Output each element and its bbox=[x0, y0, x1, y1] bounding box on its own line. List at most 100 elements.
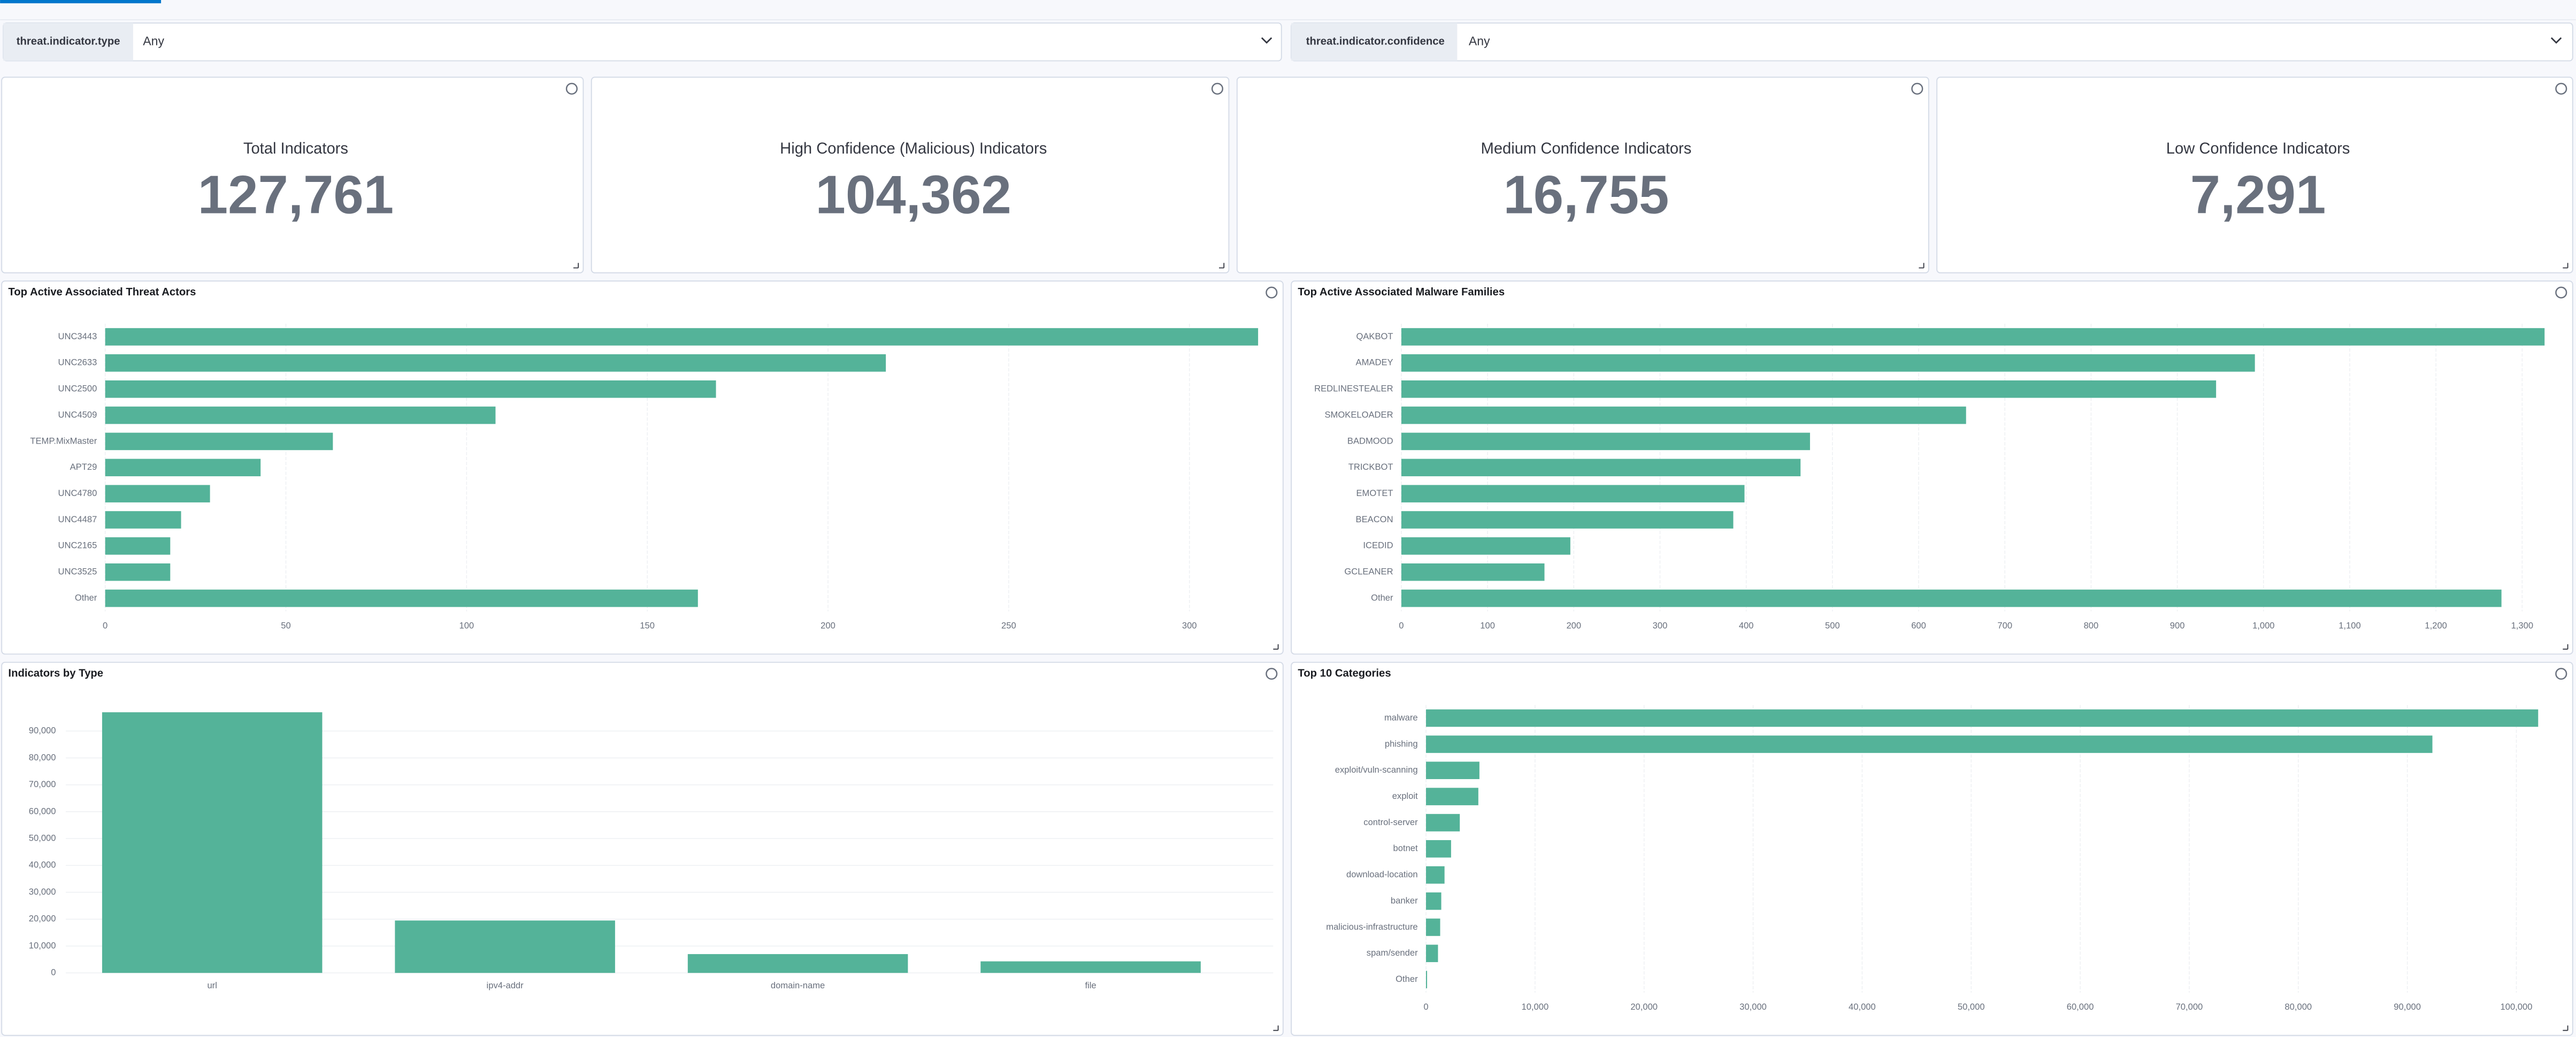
bar[interactable] bbox=[1425, 788, 1478, 805]
y-tick-label: UNC3525 bbox=[58, 567, 97, 577]
bar[interactable] bbox=[1401, 511, 1734, 529]
metric-value: 16,755 bbox=[1503, 164, 1669, 225]
y-tick-label: 40,000 bbox=[29, 860, 56, 870]
bar[interactable] bbox=[1401, 459, 1801, 477]
metric-label: Total Indicators bbox=[243, 140, 348, 157]
bar[interactable] bbox=[1425, 918, 1440, 936]
x-tick-label: 300 bbox=[1653, 621, 1668, 631]
bar[interactable] bbox=[1401, 537, 1570, 555]
x-tick-label: 40,000 bbox=[1849, 1002, 1876, 1012]
y-tick-label: GCLEANER bbox=[1344, 567, 1393, 577]
bar[interactable] bbox=[102, 712, 323, 973]
x-tick-label: 100 bbox=[1480, 621, 1495, 631]
x-tick-label: 90,000 bbox=[2394, 1002, 2421, 1012]
bar[interactable] bbox=[1425, 840, 1451, 858]
bar[interactable] bbox=[105, 485, 210, 502]
bar[interactable] bbox=[1401, 354, 2255, 372]
bar[interactable] bbox=[1425, 971, 1428, 988]
dropdown-arrow[interactable] bbox=[1261, 37, 1272, 44]
x-tick-label: 50 bbox=[281, 621, 290, 631]
bar[interactable] bbox=[105, 563, 171, 581]
chart-title: Top Active Associated Threat Actors bbox=[8, 286, 196, 298]
y-tick-label: TRICKBOT bbox=[1348, 462, 1393, 472]
y-tick-label: 50,000 bbox=[29, 833, 56, 843]
bar[interactable] bbox=[1425, 709, 2539, 727]
x-tick-label: 50,000 bbox=[1958, 1002, 1985, 1012]
y-tick-label: BADMOOD bbox=[1347, 436, 1393, 446]
resize-handle bbox=[1919, 263, 1925, 269]
x-tick-label: 300 bbox=[1182, 621, 1197, 631]
x-tick-label: 900 bbox=[2170, 621, 2185, 631]
x-tick-label: ipv4-addr bbox=[487, 980, 524, 990]
metric-panel bbox=[1236, 77, 1929, 273]
bar[interactable] bbox=[105, 354, 886, 372]
bar[interactable] bbox=[1425, 761, 1479, 780]
bar[interactable] bbox=[105, 537, 171, 555]
resize-handle bbox=[2563, 263, 2569, 269]
bar[interactable] bbox=[1401, 563, 1545, 581]
filter-value[interactable]: Any bbox=[143, 34, 164, 48]
settings-button[interactable] bbox=[565, 82, 578, 95]
y-tick-label: QAKBOT bbox=[1356, 331, 1393, 341]
resize-handle bbox=[2563, 1025, 2569, 1031]
resize-handle bbox=[1273, 644, 1279, 650]
bar[interactable] bbox=[1401, 485, 1745, 502]
bar[interactable] bbox=[105, 511, 181, 529]
bar[interactable] bbox=[105, 432, 333, 451]
filter-control[interactable] bbox=[3, 22, 1282, 62]
bar[interactable] bbox=[1401, 589, 2502, 607]
y-tick-label: 70,000 bbox=[29, 779, 56, 789]
y-tick-label: download-location bbox=[1346, 870, 1418, 880]
settings-button[interactable] bbox=[1266, 286, 1278, 299]
bar[interactable] bbox=[1401, 380, 2217, 398]
x-tick-label: 100,000 bbox=[2501, 1002, 2533, 1012]
settings-button[interactable] bbox=[2555, 82, 2567, 95]
x-tick-label: 0 bbox=[1399, 621, 1404, 631]
filter-label: threat.indicator.confidence bbox=[1306, 36, 1445, 48]
bar[interactable] bbox=[687, 954, 908, 973]
bar[interactable] bbox=[105, 589, 698, 607]
settings-button[interactable] bbox=[1911, 82, 1923, 95]
bar[interactable] bbox=[105, 459, 261, 477]
y-tick-label: TEMP.MixMaster bbox=[30, 436, 97, 446]
chart-title: Top 10 Categories bbox=[1298, 668, 1391, 680]
bar[interactable] bbox=[1425, 866, 1445, 884]
bar[interactable] bbox=[105, 380, 716, 398]
y-tick-label: UNC4487 bbox=[58, 514, 97, 524]
y-tick-label: 90,000 bbox=[29, 726, 56, 736]
bar[interactable] bbox=[1425, 735, 2433, 753]
x-tick-label: url bbox=[207, 980, 217, 990]
settings-button[interactable] bbox=[2555, 286, 2567, 299]
panels: Total Indicators 127,761 High Confidence (… bbox=[1, 77, 2573, 1036]
bar[interactable] bbox=[105, 406, 496, 424]
metric-label: High Confidence (Malicious) Indicators bbox=[780, 140, 1047, 157]
y-tick-label: UNC3443 bbox=[58, 331, 97, 341]
settings-button[interactable] bbox=[1266, 668, 1278, 680]
x-tick-label: 1,300 bbox=[2511, 621, 2534, 631]
bar[interactable] bbox=[1425, 944, 1438, 963]
tab-indicator bbox=[0, 0, 162, 4]
chart-panel bbox=[1291, 661, 2573, 1036]
y-tick-label: Other bbox=[1396, 974, 1418, 984]
resize-handle bbox=[1273, 1025, 1279, 1031]
bar[interactable] bbox=[1401, 432, 1810, 451]
x-tick-label: domain-name bbox=[771, 980, 825, 990]
chart-title: Indicators by Type bbox=[8, 668, 103, 680]
bar[interactable] bbox=[395, 920, 615, 973]
bar[interactable] bbox=[1425, 892, 1442, 910]
bar[interactable] bbox=[1401, 406, 1966, 424]
metric-panel bbox=[591, 77, 1230, 273]
settings-button[interactable] bbox=[1211, 82, 1223, 95]
y-tick-label: UNC2633 bbox=[58, 357, 97, 368]
dropdown-arrow[interactable] bbox=[2550, 37, 2562, 44]
settings-button[interactable] bbox=[2555, 668, 2567, 680]
bar[interactable] bbox=[1425, 814, 1460, 832]
y-tick-label: control-server bbox=[1363, 817, 1418, 827]
y-tick-label: 20,000 bbox=[29, 913, 56, 924]
bar[interactable] bbox=[1401, 328, 2545, 346]
bar[interactable] bbox=[105, 328, 1259, 346]
bar[interactable] bbox=[980, 961, 1201, 973]
y-tick-label: malware bbox=[1384, 712, 1418, 722]
filter-value[interactable]: Any bbox=[1469, 34, 1490, 48]
metric-value: 104,362 bbox=[816, 164, 1011, 225]
